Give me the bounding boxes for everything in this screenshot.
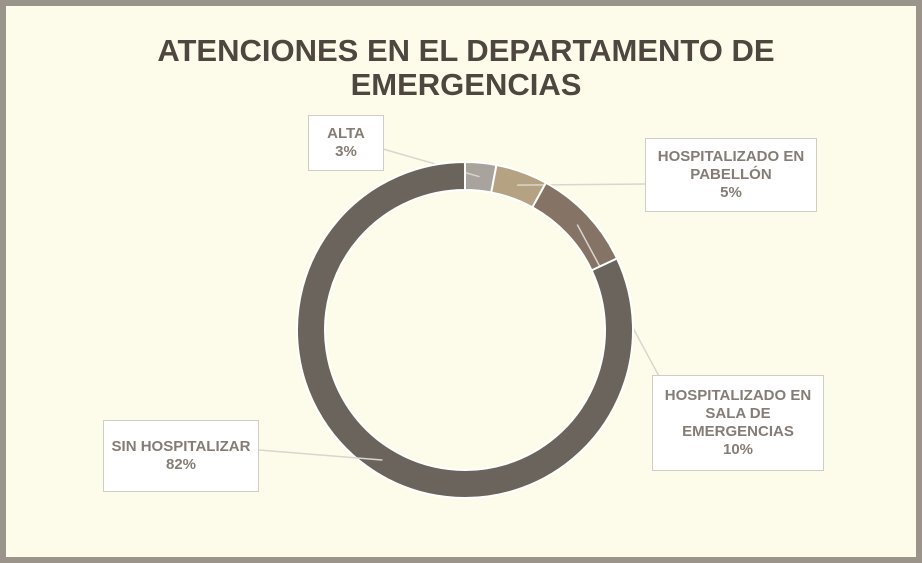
chart-title: ATENCIONES EN EL DEPARTAMENTO DE EMERGEN… [157, 33, 775, 102]
label-value: 3% [335, 143, 357, 160]
label-category: HOSPITALIZADO EN SALA DE EMERGENCIAS [664, 387, 812, 440]
leader-line [517, 183, 646, 186]
data-label: HOSPITALIZADO EN PABELLÓN 5% [645, 138, 817, 212]
data-label: SIN HOSPITALIZAR 82% [103, 420, 259, 492]
data-label: ALTA 3% [308, 115, 384, 171]
donut-segment [296, 160, 634, 499]
donut-segment [531, 181, 619, 272]
leader-line [258, 449, 383, 461]
plot [258, 148, 661, 499]
data-label: HOSPITALIZADO EN SALA DE EMERGENCIAS 10% [652, 375, 824, 471]
label-value: 10% [722, 441, 754, 458]
label-category: SIN HOSPITALIZAR [111, 438, 251, 455]
label-value: 82% [165, 456, 197, 473]
label-value: 5% [720, 184, 742, 201]
label-category: ALTA [327, 125, 365, 142]
label-category: HOSPITALIZADO EN PABELLÓN [657, 148, 805, 183]
